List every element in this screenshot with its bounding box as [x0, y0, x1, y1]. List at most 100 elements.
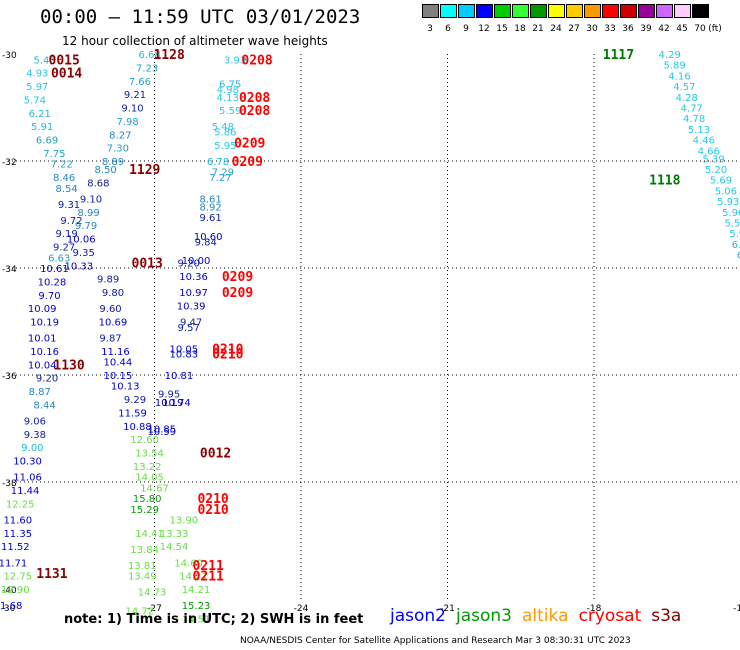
wave-height-label: 10.04: [28, 360, 57, 371]
wave-height-label: 14.72: [126, 606, 155, 617]
wave-height-label: 5.97: [26, 82, 48, 93]
wave-height-label: 7.23: [136, 63, 158, 74]
satellite-name: s3a: [651, 606, 682, 626]
wave-height-label: 4.66: [698, 146, 720, 157]
wave-height-label: 14.21: [179, 572, 208, 583]
wave-height-label: 10.97: [179, 288, 208, 299]
wave-height-label: 14.21: [182, 585, 211, 596]
wave-height-label: 13.49: [128, 572, 157, 583]
wave-height-label: 7.66: [129, 77, 151, 88]
wave-height-label: 11.71: [0, 558, 27, 569]
wave-height-label: 13.90: [169, 515, 198, 526]
wave-height-label: 7.98: [117, 117, 139, 128]
pass-time-label: 1118: [649, 174, 680, 189]
pass-time-label: 1130: [53, 358, 84, 373]
pass-time-label: 0208: [239, 104, 270, 119]
wave-height-label: 12.75: [3, 572, 32, 583]
legend-label: 70: [694, 24, 706, 34]
wave-height-label: 10.19: [155, 398, 184, 409]
wave-height-label: 8.99: [77, 208, 99, 219]
wave-height-label: 7.29: [212, 168, 234, 179]
wave-height-label: 6.63: [48, 253, 70, 264]
legend-label: 36: [622, 24, 634, 34]
wave-height-label: 10.30: [13, 457, 42, 468]
wave-height-label: 12.90: [1, 585, 30, 596]
wave-height-label: 12.60: [130, 435, 159, 446]
wave-height-label: 9.06: [24, 416, 46, 427]
satellite-name: jason3: [456, 606, 512, 626]
wave-height-label: 9.35: [73, 248, 95, 259]
pass-time-label: 1131: [36, 567, 67, 582]
legend-label: 45: [676, 24, 688, 34]
wave-height-label: 10.13: [111, 382, 140, 393]
wave-height-label: 5.89: [663, 61, 685, 72]
wave-height-label: 9.20: [36, 374, 58, 385]
pass-time-label: 0013: [132, 257, 163, 272]
wave-height-label: 10.39: [177, 301, 206, 312]
wave-height-label: 6.69: [36, 136, 58, 147]
units-note: note: 1) Time is in UTC; 2) SWH is in fe…: [64, 612, 364, 627]
wave-height-label: 11.52: [1, 542, 30, 553]
wave-height-label: 5.96: [722, 208, 740, 219]
wave-height-label: 8.44: [33, 400, 55, 411]
legend-swatch: [530, 4, 547, 18]
pass-time-label: 0012: [200, 447, 231, 462]
wave-height-label: 13.54: [135, 449, 164, 460]
pass-time-label: 0209: [234, 136, 265, 151]
wave-height-label: 9.19: [55, 229, 77, 240]
wave-height-label: 14.51: [182, 614, 211, 625]
wave-height-label: 10.19: [30, 318, 59, 329]
lon-tick-label: -30: [1, 604, 16, 614]
wave-height-label: 6.35: [737, 251, 740, 262]
pass-time-label: 0209: [222, 286, 253, 301]
legend-swatch: [620, 4, 637, 18]
wave-height-label: 5.20: [705, 165, 727, 176]
wave-height-label: 7.27: [209, 173, 231, 184]
legend-swatch: [548, 4, 565, 18]
wave-height-label: 5.06: [715, 186, 737, 197]
lat-tick-label: -36: [2, 372, 17, 382]
wave-height-label: 5.99: [729, 229, 740, 240]
wave-height-label: 14.73: [138, 588, 167, 599]
wave-height-label: 5.43: [33, 55, 55, 66]
map-grid: [8, 54, 740, 599]
wave-height-label: 9.80: [102, 288, 124, 299]
satellite-name: jason2: [390, 606, 446, 626]
pass-time-label: 1117: [603, 48, 634, 63]
wave-height-label: 8.54: [55, 184, 77, 195]
wave-height-label: 9.29: [124, 395, 146, 406]
wave-height-label: 9.31: [58, 200, 80, 211]
legend-label: 3: [427, 24, 433, 34]
legend-swatch: [440, 4, 457, 18]
pass-time-label: 0210: [197, 503, 228, 518]
wave-height-label: 8.27: [109, 130, 131, 141]
wave-height-label: 6.68: [138, 50, 160, 61]
wave-height-label: 9.20: [178, 259, 200, 270]
wave-height-label: 9.10: [121, 104, 143, 115]
legend-label: 18: [514, 24, 526, 34]
lon-tick-label: -27: [147, 604, 162, 614]
satellite-legend: jason2 jason3 altika cryosat s3a: [390, 606, 691, 626]
wave-height-label: 9.21: [124, 90, 146, 101]
wave-height-label: 5.69: [710, 176, 732, 187]
wave-height-label: 3.93: [224, 55, 246, 66]
wave-height-label: 14.05: [135, 473, 164, 484]
wave-height-label: 10.60: [194, 232, 223, 243]
legend-swatch: [656, 4, 673, 18]
map-subtitle: 12 hour collection of altimeter wave hei…: [62, 34, 328, 48]
wave-height-label: 5.95: [214, 141, 236, 152]
pass-time-label: 0015: [49, 53, 80, 68]
wave-height-label: 10.01: [28, 334, 57, 345]
axis-labels: -30 -27 -24 -21 -18 -15 -30 -32 -34 -36 -38 -40: [1, 51, 740, 614]
wave-height-label: 10.36: [179, 272, 208, 283]
wave-height-label: 7.30: [107, 144, 129, 155]
wave-height-label: 9.57: [178, 323, 200, 334]
pass-time-label: 0211: [193, 570, 224, 585]
pass-time-label: 0210: [212, 342, 243, 357]
wave-height-label: 5.59: [219, 106, 241, 117]
legend-unit: (ft): [708, 24, 722, 34]
lat-tick-label: -30: [2, 51, 17, 61]
wave-height-label: 13.84: [130, 545, 159, 556]
